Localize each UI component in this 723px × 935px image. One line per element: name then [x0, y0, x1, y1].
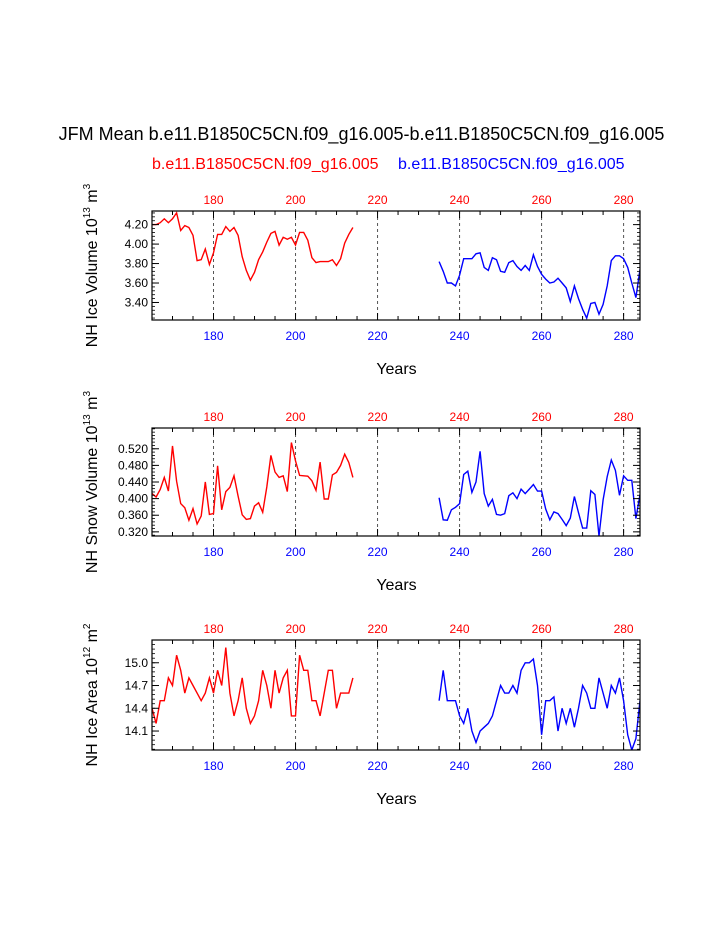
y-tick-label: 14.7	[125, 679, 149, 693]
y-axis-title-part: m	[84, 397, 101, 415]
top-x-tick-label: 200	[286, 622, 306, 636]
top-x-tick-label: 180	[203, 622, 223, 636]
top-x-tick-label: 220	[368, 410, 388, 424]
y-tick-label: 0.480	[118, 458, 148, 472]
bottom-x-tick-label: 280	[614, 545, 634, 559]
y-axis-title: NH Ice Area 1012 m2	[82, 623, 101, 766]
bottom-x-tick-label: 220	[368, 329, 388, 343]
y-tick-label: 4.20	[125, 218, 149, 232]
y-axis-title-part: m	[84, 189, 101, 207]
bottom-x-tick-label: 240	[450, 759, 470, 773]
top-x-tick-label: 260	[532, 622, 552, 636]
plot-frame	[151, 210, 641, 321]
y-tick-label: 14.1	[125, 724, 149, 738]
top-x-tick-label: 200	[286, 193, 306, 207]
bottom-x-tick-label: 180	[203, 545, 223, 559]
series-line-blue	[438, 451, 640, 536]
y-tick-label: 0.400	[118, 492, 148, 506]
panel-snow-volume: 0.320 0.360 0.400 0.440 0.480 0.520 180 200 220 2…	[82, 391, 641, 594]
top-x-tick-label: 240	[450, 622, 470, 636]
bottom-x-tick-label: 180	[203, 759, 223, 773]
y-tick-label: 0.440	[118, 475, 148, 489]
top-x-tick-label: 220	[368, 622, 388, 636]
top-x-tick-label: 200	[286, 410, 306, 424]
y-tick-label: 0.520	[118, 442, 148, 456]
top-x-tick-label: 180	[203, 193, 223, 207]
y-tick-label: 14.4	[125, 701, 149, 715]
panel-ice-volume: 3.40 3.60 3.80 4.00 4.20 180 200 220 240 260 280 18…	[82, 183, 641, 378]
bottom-x-tick-label: 280	[614, 759, 634, 773]
bottom-x-tick-label: 200	[286, 759, 306, 773]
series-line-blue	[438, 657, 640, 750]
y-axis-title-part: 3	[82, 391, 93, 397]
y-axis-title: NH Snow Volume 1013 m3	[82, 391, 101, 574]
series-line-red	[152, 211, 354, 282]
y-tick-label: 15.0	[125, 656, 149, 670]
bottom-x-tick-label: 280	[614, 329, 634, 343]
bottom-x-tick-label: 220	[368, 545, 388, 559]
series-line-blue	[438, 251, 640, 320]
bottom-x-tick-label: 200	[286, 329, 306, 343]
x-axis-title: Years	[376, 791, 416, 808]
legend-blue-case: b.e11.B1850C5CN.f09_g16.005	[398, 156, 625, 173]
y-axis-title-part: NH Ice Area 10	[84, 658, 101, 767]
bottom-x-tick-label: 260	[532, 329, 552, 343]
top-x-tick-label: 220	[368, 193, 388, 207]
y-axis-title-part: 2	[82, 623, 93, 629]
y-axis-title-part: NH Snow Volume 10	[84, 425, 101, 573]
bottom-x-tick-label: 240	[450, 545, 470, 559]
bottom-x-tick-label: 180	[203, 329, 223, 343]
top-x-tick-label: 280	[614, 193, 634, 207]
panel-ice-area: 14.1 14.4 14.7 15.0 180 200 220 240 260 280 180 200…	[82, 622, 641, 808]
bottom-x-tick-label: 200	[286, 545, 306, 559]
legend-red-case: b.e11.B1850C5CN.f09_g16.005	[152, 156, 379, 173]
y-tick-label: 3.80	[125, 257, 149, 271]
top-x-tick-label: 260	[532, 193, 552, 207]
top-x-tick-label: 240	[450, 193, 470, 207]
plot-frame	[151, 427, 641, 537]
y-tick-label: 0.320	[118, 525, 148, 539]
top-x-tick-label: 260	[532, 410, 552, 424]
bottom-x-tick-label: 260	[532, 545, 552, 559]
bottom-x-tick-label: 220	[368, 759, 388, 773]
y-tick-label: 0.360	[118, 508, 148, 522]
y-axis-title-part: 3	[82, 183, 93, 189]
x-axis-title: Years	[376, 577, 416, 594]
bottom-x-tick-label: 240	[450, 329, 470, 343]
top-x-tick-label: 280	[614, 410, 634, 424]
y-axis-title-part: m	[84, 629, 101, 647]
y-axis-title-part: 13	[82, 414, 93, 426]
series-line-red	[152, 647, 354, 726]
y-axis-title-part: 12	[82, 646, 93, 658]
top-x-tick-label: 280	[614, 622, 634, 636]
y-tick-label: 3.60	[125, 276, 149, 290]
chart-main-title: JFM Mean b.e11.B1850C5CN.f09_g16.005-b.e…	[58, 124, 665, 144]
y-tick-label: 4.00	[125, 237, 149, 251]
y-axis-title-part: 13	[82, 207, 93, 219]
series-line-red	[152, 442, 354, 526]
y-axis-title: NH Ice Volume 1013 m3	[82, 183, 101, 347]
x-axis-title: Years	[376, 361, 416, 378]
y-axis-title-part: NH Ice Volume 10	[84, 218, 101, 347]
bottom-x-tick-label: 260	[532, 759, 552, 773]
top-x-tick-label: 180	[203, 410, 223, 424]
y-tick-label: 3.40	[125, 295, 149, 309]
top-x-tick-label: 240	[450, 410, 470, 424]
